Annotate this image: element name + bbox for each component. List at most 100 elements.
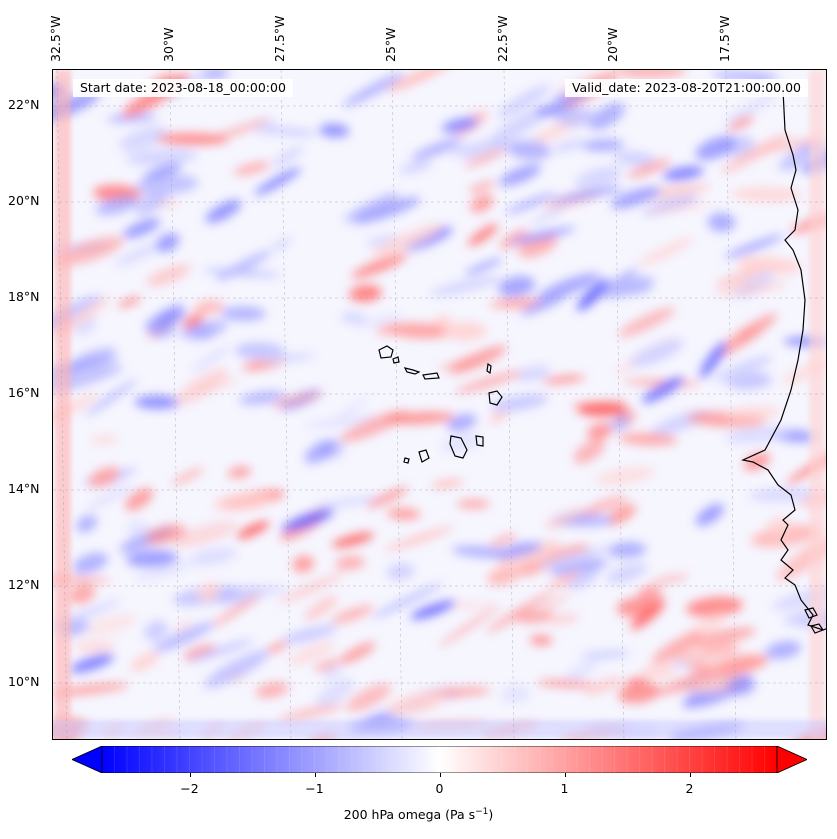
omega-contour-blob (442, 322, 487, 341)
omega-contour-blob (173, 619, 193, 634)
lat-label: 18°N (8, 289, 40, 304)
colorbar-tick-label: 0 (435, 781, 444, 796)
omega-contour-blob (387, 691, 446, 715)
omega-contour-blob (143, 163, 182, 181)
colorbar-extend-high (776, 746, 807, 773)
omega-contour-blob (630, 339, 684, 367)
lon-label: 27.5°W (272, 15, 287, 62)
omega-contour-blob (552, 139, 586, 153)
omega-contour-blob (404, 226, 453, 251)
omega-contour-blob (451, 545, 514, 559)
omega-contour-blob (455, 370, 524, 394)
omega-contour-blob (588, 102, 625, 131)
omega-contour-blob (608, 542, 647, 558)
omega-contour-blob (354, 314, 406, 328)
colorbar-extend-low (72, 746, 103, 773)
omega-contour-blob (84, 379, 138, 417)
omega-contour-blob (765, 641, 802, 659)
meridian-gridline (503, 70, 515, 739)
omega-contour-blob (254, 167, 302, 196)
colorbar-tick-mark (564, 773, 566, 777)
omega-strong-feature (630, 600, 666, 630)
island-santiago (449, 435, 468, 459)
omega-contour-blob (464, 148, 506, 168)
omega-contour-blob (91, 435, 118, 445)
omega-contour-blob (227, 466, 252, 479)
omega-contour-blob (618, 307, 676, 338)
omega-contour-blob (582, 139, 625, 152)
omega-contour-blob (334, 397, 369, 421)
omega-contour-blob (130, 651, 160, 672)
omega-contour-blob (499, 164, 541, 187)
omega-contour-blob (213, 492, 274, 512)
omega-contour-blob (587, 422, 613, 440)
omega-contour-blob (711, 71, 780, 82)
gridlines (53, 70, 826, 739)
omega-contour-blob (386, 70, 451, 92)
lon-label: 17.5°W (717, 15, 732, 62)
omega-contour-blob (155, 133, 229, 145)
omega-contour-blob (118, 126, 168, 151)
omega-contour-blob (449, 345, 507, 374)
omega-contour-blob (468, 181, 496, 193)
omega-contour-blob (387, 507, 421, 520)
omega-contour-blob (233, 161, 271, 176)
omega-contour-blob (70, 653, 115, 673)
omega-contour-blob (662, 166, 704, 181)
omega-contour-blob (188, 548, 238, 566)
omega-contour-blob (386, 322, 452, 339)
omega-contour-blob (564, 661, 598, 681)
colorbar-tick-mark (689, 773, 691, 777)
omega-contour-blob (594, 466, 655, 486)
omega-contour-blob (606, 504, 636, 526)
omega-strong-feature (410, 600, 456, 620)
colorbar-tick-mark (314, 773, 316, 777)
omega-contour-blob (650, 574, 689, 585)
lat-label: 20°N (8, 193, 40, 208)
omega-contour-blob (606, 562, 648, 584)
omega-contour-blob (542, 375, 586, 384)
omega-contour-blob (727, 677, 756, 696)
omega-contour-blob (497, 84, 551, 119)
omega-contour-blob (355, 285, 379, 301)
omega-strong-feature (576, 278, 610, 312)
meridian-gridline (169, 70, 181, 739)
colorbar-body (101, 746, 778, 773)
omega-contour-blob (727, 115, 755, 131)
omega-contour-blob (497, 545, 555, 568)
omega-contour-blob (210, 592, 263, 628)
island-boa-vista (488, 390, 503, 406)
omega-contour-blob (304, 439, 336, 464)
omega-contour-blob (205, 199, 242, 224)
colorbar-level-lines (114, 746, 765, 773)
omega-contour-blob (441, 117, 479, 133)
lon-label: 20°W (605, 27, 620, 62)
omega-contour-blob (456, 499, 490, 509)
omega-contour-blob (447, 413, 477, 432)
omega-contour-blob (464, 258, 503, 276)
omega-contour-blob (146, 264, 191, 287)
omega-contour-blob (520, 292, 568, 316)
omega-contour-blob (353, 197, 421, 224)
omega-contour-blob (737, 256, 803, 274)
island-maio (475, 435, 484, 447)
omega-contour-blob (545, 506, 584, 528)
omega-contour-blob (724, 234, 784, 259)
omega-strong-feature (281, 508, 335, 532)
boundary-bands (53, 70, 826, 739)
omega-contour-blob (343, 192, 400, 223)
omega-contour-blob (76, 514, 98, 533)
omega-contour-blob (597, 276, 655, 298)
lat-label: 22°N (8, 97, 40, 112)
lat-label: 14°N (8, 481, 40, 496)
omega-contour-blob (315, 678, 355, 708)
omega-contour-blob (135, 189, 169, 216)
omega-contour-blob (429, 276, 503, 296)
omega-contour-blob (125, 148, 198, 166)
island-santa-luzia (422, 372, 440, 380)
omega-contour-blob (637, 585, 663, 605)
omega-contour-blob (271, 237, 292, 251)
omega-contour-blob (159, 308, 188, 325)
omega-contour-blob (126, 520, 150, 538)
island-fogo (418, 449, 430, 463)
